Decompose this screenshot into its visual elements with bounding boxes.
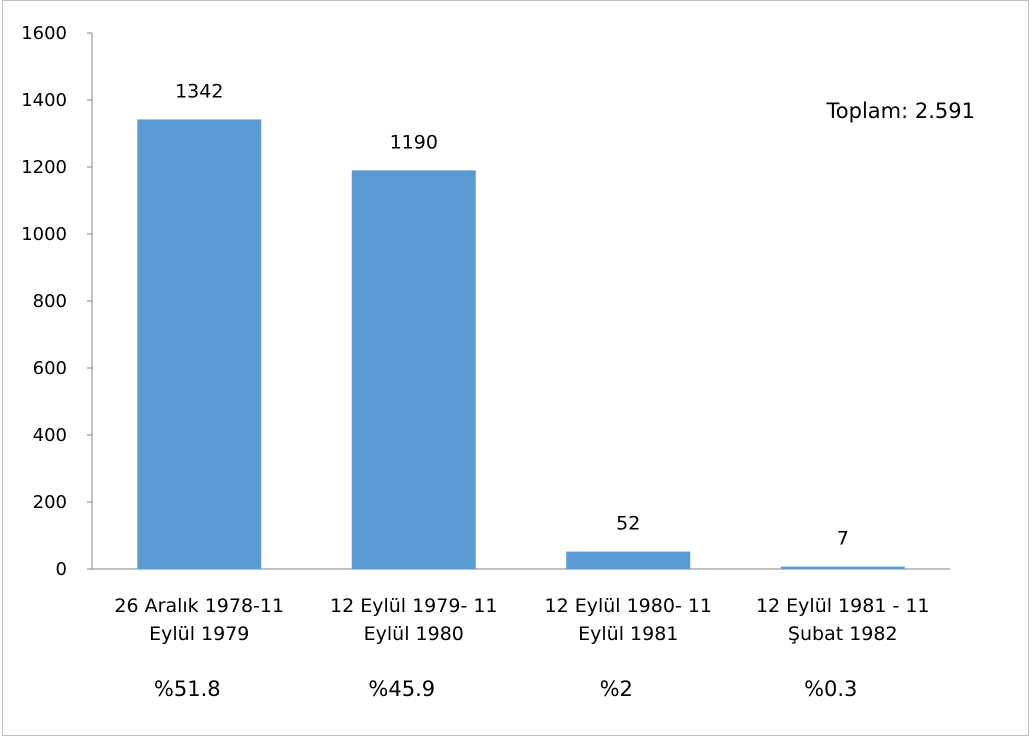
y-tick-label: 600 xyxy=(33,358,67,379)
y-tick-label: 400 xyxy=(33,425,67,446)
category-label: Eylül 1980 xyxy=(364,623,464,645)
y-tick-label: 800 xyxy=(33,291,67,312)
y-tick-label: 1200 xyxy=(21,157,67,178)
bar xyxy=(780,566,905,569)
category-label: 12 Eylül 1979- 11 xyxy=(330,595,498,617)
y-tick-label: 0 xyxy=(56,559,67,580)
y-tick-label: 1400 xyxy=(21,90,67,111)
bar xyxy=(566,551,691,569)
category-label: 12 Eylül 1981 - 11 xyxy=(756,595,930,617)
chart-bars xyxy=(137,119,905,570)
data-label: 52 xyxy=(616,513,640,535)
category-label: Eylül 1979 xyxy=(149,623,249,645)
bar xyxy=(351,170,476,569)
data-label: 1190 xyxy=(390,131,438,153)
chart-axes: 0 200 400 600 800 1000 1200 1400 1600 xyxy=(21,23,950,580)
y-tick-label: 1600 xyxy=(21,23,67,44)
category-label: 26 Aralık 1978-11 xyxy=(114,595,284,617)
y-tick-label: 200 xyxy=(33,492,67,513)
percent-label: %45.9 xyxy=(368,677,435,701)
category-label: 12 Eylül 1980- 11 xyxy=(544,595,712,617)
bar xyxy=(137,119,262,570)
data-label: 1342 xyxy=(175,80,223,102)
percent-label: %0.3 xyxy=(804,677,857,701)
percent-label: %2 xyxy=(600,677,633,701)
y-tick-label: 1000 xyxy=(21,224,67,245)
percent-label: %51.8 xyxy=(154,677,221,701)
category-label: Eylül 1981 xyxy=(578,623,678,645)
category-label: Şubat 1982 xyxy=(788,623,898,645)
data-label: 7 xyxy=(837,528,849,550)
chart-labels: 1342 26 Aralık 1978-11 Eylül 1979 %51.8 1190… xyxy=(114,80,929,701)
total-label: Toplam: 2.591 xyxy=(826,99,975,123)
